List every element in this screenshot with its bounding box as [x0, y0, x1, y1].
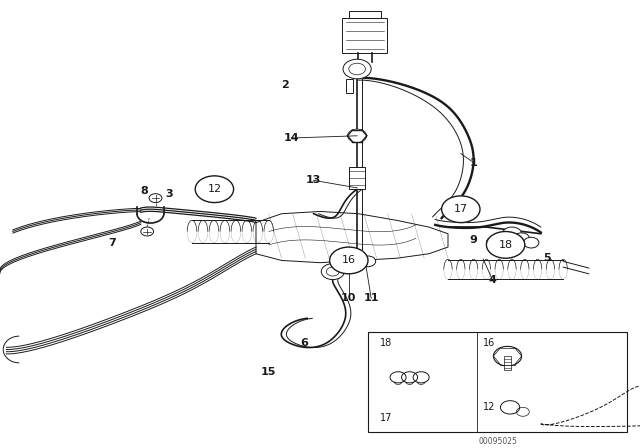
Circle shape — [341, 255, 356, 266]
Circle shape — [493, 346, 522, 366]
Text: 18: 18 — [380, 338, 392, 349]
Text: 14: 14 — [284, 133, 299, 143]
Text: 00095025: 00095025 — [478, 437, 517, 446]
Circle shape — [442, 196, 480, 223]
Text: 8: 8 — [140, 186, 148, 196]
Circle shape — [524, 237, 539, 248]
Text: 16: 16 — [342, 255, 356, 266]
Text: 15: 15 — [261, 367, 276, 377]
Text: 3: 3 — [166, 189, 173, 198]
Text: 18: 18 — [499, 240, 513, 250]
Text: 9: 9 — [470, 235, 477, 246]
Text: 13: 13 — [306, 175, 321, 185]
Text: 12: 12 — [207, 184, 221, 194]
Text: 1: 1 — [470, 158, 477, 168]
Circle shape — [343, 59, 371, 79]
Circle shape — [141, 227, 154, 236]
Text: 6: 6 — [300, 338, 308, 348]
Bar — [349, 11, 381, 18]
Text: 11: 11 — [364, 293, 379, 303]
Circle shape — [502, 227, 522, 241]
Circle shape — [360, 256, 376, 267]
Circle shape — [348, 129, 367, 142]
Bar — [504, 356, 511, 370]
Text: 5: 5 — [543, 253, 551, 263]
Circle shape — [321, 263, 344, 280]
Circle shape — [195, 176, 234, 202]
Polygon shape — [256, 211, 448, 263]
Bar — [342, 18, 387, 53]
Text: 16: 16 — [483, 338, 495, 349]
Circle shape — [330, 247, 368, 274]
Text: 2: 2 — [281, 80, 289, 90]
Text: 4: 4 — [489, 276, 497, 285]
Circle shape — [486, 232, 525, 258]
Circle shape — [514, 233, 529, 244]
Bar — [368, 332, 627, 432]
Text: 17: 17 — [454, 204, 468, 214]
Text: 17: 17 — [380, 413, 392, 423]
Bar — [346, 79, 353, 94]
Text: 12: 12 — [483, 402, 495, 412]
Text: 7: 7 — [108, 237, 116, 248]
Circle shape — [486, 236, 506, 250]
Bar — [349, 167, 365, 189]
Text: 10: 10 — [341, 293, 356, 303]
Circle shape — [149, 194, 162, 202]
